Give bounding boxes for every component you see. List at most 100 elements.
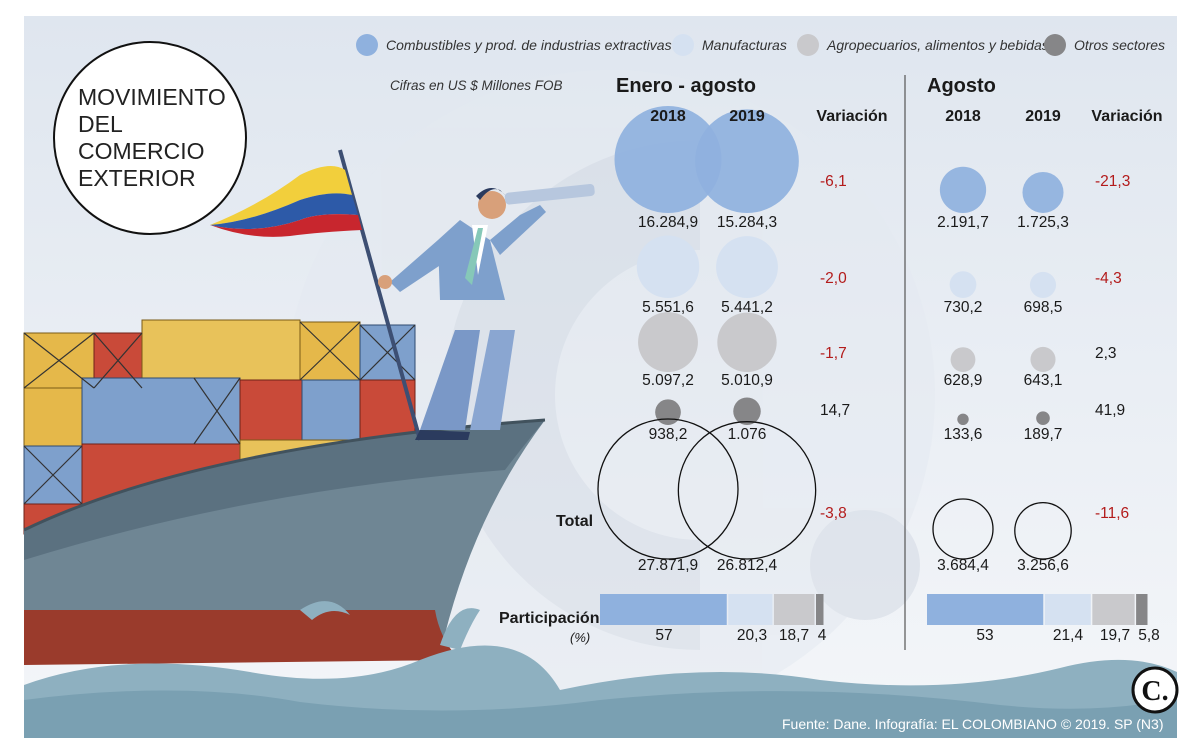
value-label: 2.191,7 xyxy=(937,214,989,231)
col-header-2019-ytd: 2019 xyxy=(729,108,765,125)
value-label: 15.284,3 xyxy=(716,214,778,231)
value-label: 5.551,6 xyxy=(642,299,694,316)
total-ring-2019 xyxy=(677,421,817,560)
participation-bar-segment xyxy=(600,594,727,625)
bubble-2018-0 xyxy=(939,166,987,213)
value-label: 3.684,4 xyxy=(937,557,989,574)
variation-label: -1,7 xyxy=(820,345,847,362)
section-title-agosto: Agosto xyxy=(927,75,996,97)
bubble-2019-2 xyxy=(1030,346,1056,372)
legend-label-combustibles: Combustibles y prod. de industrias extra… xyxy=(386,37,672,53)
total-row-label: Total xyxy=(556,513,594,530)
value-label: 1.076 xyxy=(727,426,767,443)
value-label: 27.871,9 xyxy=(637,557,699,574)
variation-label: -3,8 xyxy=(820,505,847,522)
title-circle xyxy=(53,41,247,235)
bubble-2018-3 xyxy=(655,399,681,425)
legend-label-manufacturas: Manufacturas xyxy=(702,37,787,53)
value-label: 938,2 xyxy=(648,426,688,443)
variation-label: -2,0 xyxy=(820,270,847,287)
value-label: 26.812,4 xyxy=(716,557,778,574)
participation-bar-segment xyxy=(927,594,1044,625)
col-header-2018-aug: 2018 xyxy=(945,108,981,125)
value-label: 643,1 xyxy=(1023,372,1063,389)
bubble-2019-2 xyxy=(717,312,777,372)
variation-label: 2,3 xyxy=(1095,345,1117,362)
participation-bar-segment xyxy=(1092,594,1135,625)
legend-label-agropecuarios: Agropecuarios, alimentos y bebidas xyxy=(827,37,1049,53)
value-label: 5.010,9 xyxy=(721,372,773,389)
infographic-title: MOVIMIENTO DEL COMERCIO EXTERIOR xyxy=(78,84,226,191)
value-label: 5.441,2 xyxy=(721,299,773,316)
participation-value: 57 xyxy=(655,627,673,644)
participation-value: 21,4 xyxy=(1052,627,1084,644)
bubble-2019-1 xyxy=(1029,271,1057,298)
participation-bar-segment xyxy=(773,594,815,625)
participation-bar-segment xyxy=(1136,594,1148,625)
man-with-telescope xyxy=(378,184,595,440)
bubble-2018-2 xyxy=(638,312,698,372)
total-ring-2019 xyxy=(1014,501,1072,560)
variation-label: -21,3 xyxy=(1095,173,1131,190)
value-label: 189,7 xyxy=(1023,426,1063,443)
variation-label: -6,1 xyxy=(820,173,847,190)
participation-value: 20,3 xyxy=(736,627,768,644)
participation-value: 5,8 xyxy=(1138,627,1160,644)
bubble-2019-0 xyxy=(695,109,799,213)
participation-value: 53 xyxy=(976,627,994,644)
col-header-variacion-ytd: Variación xyxy=(816,108,888,125)
logo-letter: C. xyxy=(1141,676,1168,707)
bubble-2018-1 xyxy=(636,235,700,298)
units-note: Cifras en US $ Millones FOB xyxy=(390,78,563,93)
value-label: 3.256,6 xyxy=(1017,557,1069,574)
value-label: 16.284,9 xyxy=(637,214,699,231)
bubble-2019-0 xyxy=(1022,171,1064,213)
col-header-2019-aug: 2019 xyxy=(1025,108,1061,125)
value-label: 5.097,2 xyxy=(642,372,694,389)
bubble-2018-1 xyxy=(949,271,977,298)
value-label: 628,9 xyxy=(943,372,983,389)
bubble-2018-0 xyxy=(614,105,722,213)
participation-value: 4 xyxy=(817,627,827,644)
participation-bar-segment xyxy=(1044,594,1091,625)
participation-value: 18,7 xyxy=(778,627,810,644)
bubble-2019-3 xyxy=(1036,411,1050,425)
value-label: 133,6 xyxy=(943,426,983,443)
el-colombiano-logo xyxy=(1131,666,1179,714)
col-header-2018-ytd: 2018 xyxy=(650,108,686,125)
total-ring-2018 xyxy=(597,418,739,560)
container-stack xyxy=(23,319,416,535)
participation-bar-segment xyxy=(728,594,773,625)
total-ring-2018 xyxy=(932,498,994,560)
legend-swatch-manufacturas xyxy=(672,34,694,56)
participation-bars xyxy=(600,594,1148,625)
value-label: 1.725,3 xyxy=(1017,214,1069,231)
sea-waves xyxy=(24,601,1177,738)
legend-swatch-agropecuarios xyxy=(797,34,819,56)
bubble-chart xyxy=(597,105,1072,560)
legend-swatch-combustibles xyxy=(356,34,378,56)
legend-swatch-otros xyxy=(1044,34,1066,56)
value-label: 730,2 xyxy=(943,299,983,316)
bubble-2018-3 xyxy=(957,413,969,425)
variation-label: -4,3 xyxy=(1095,270,1122,287)
participation-unit: (%) xyxy=(570,630,591,645)
bubble-2019-3 xyxy=(733,397,761,425)
legend-label-otros: Otros sectores xyxy=(1074,37,1166,53)
ship-hull xyxy=(23,418,546,665)
participation-bar-segment xyxy=(816,594,824,625)
colombia-flag xyxy=(210,149,422,441)
variation-label: 14,7 xyxy=(820,402,851,419)
variation-label: -11,6 xyxy=(1095,505,1130,522)
bubble-2019-1 xyxy=(716,236,778,298)
variation-label: 41,9 xyxy=(1095,402,1126,419)
col-header-variacion-aug: Variación xyxy=(1091,108,1163,125)
value-label: 698,5 xyxy=(1023,299,1063,316)
participation-label: Participación xyxy=(499,610,600,627)
section-title-enero-agosto: Enero - agosto xyxy=(616,75,757,97)
source-credit: Fuente: Dane. Infografía: EL COLOMBIANO … xyxy=(782,716,1164,732)
participation-value: 19,7 xyxy=(1099,627,1131,644)
bubble-2018-2 xyxy=(950,347,976,372)
